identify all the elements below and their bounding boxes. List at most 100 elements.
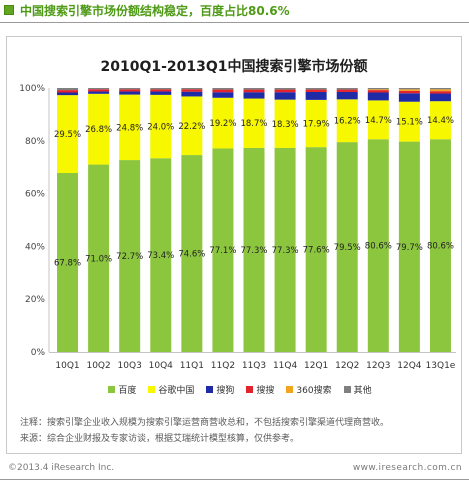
bar-segment — [336, 99, 358, 143]
y-tick-label: 100% — [19, 84, 45, 94]
chart-title: 2010Q1-2013Q1中国搜索引擎市场份额 — [100, 59, 368, 75]
x-tick-label: 10Q1 — [55, 361, 79, 371]
bar-segment — [243, 88, 265, 90]
bar-segment — [367, 89, 389, 91]
legend-label: 360搜索 — [296, 386, 332, 396]
bar-segment — [88, 88, 110, 90]
bar-segment — [274, 147, 296, 352]
bar-segment — [243, 98, 265, 148]
legend-label: 其他 — [353, 386, 372, 396]
x-tick-label: 13Q1e — [426, 361, 456, 371]
data-label: 17.9% — [303, 120, 330, 130]
bar-segment — [274, 99, 296, 148]
data-label: 15.1% — [396, 118, 423, 128]
bar-segment — [212, 148, 234, 352]
bar-segment — [305, 88, 327, 90]
legend-item: 百度 — [108, 383, 136, 396]
legend-swatch — [286, 386, 294, 393]
bar-segment — [429, 93, 451, 102]
bar-segment — [429, 101, 451, 140]
bar-segment — [429, 139, 451, 352]
legend-item: 谷歌中国 — [148, 383, 194, 396]
bar-segment — [119, 89, 141, 92]
data-label: 77.3% — [240, 246, 267, 256]
bar-segment — [181, 91, 203, 97]
stacked-bar-chart: 0% 20% 40% 60% 80% 100% 67.8% 29.5% 10Q1 71.0% 26.… — [19, 84, 456, 371]
data-label: 18.3% — [272, 120, 299, 130]
website-link[interactable]: www.iresearch.com.cn — [352, 463, 462, 473]
bar-segment — [57, 173, 79, 352]
legend-item: 其他 — [343, 383, 372, 396]
x-tick-label: 11Q2 — [211, 361, 235, 371]
bar-segment — [150, 94, 172, 159]
bar-segment — [336, 89, 358, 92]
bar-segment — [150, 89, 172, 92]
bar-segment — [88, 91, 110, 94]
bar-segment — [398, 89, 420, 91]
legend-swatch — [246, 386, 254, 393]
bar-segment — [398, 93, 420, 102]
legend-swatch — [108, 386, 116, 393]
legend-label: 谷歌中国 — [158, 386, 195, 396]
bar-segment — [181, 89, 203, 92]
legend-label: 搜狗 — [216, 386, 235, 396]
bar-segment — [212, 92, 234, 98]
x-tick-label: 12Q4 — [397, 361, 422, 371]
bar-segment — [150, 158, 172, 352]
bar-segment — [181, 96, 203, 156]
data-label: 80.6% — [427, 242, 454, 252]
bar-segment — [398, 141, 420, 352]
legend-item: 搜狗 — [206, 383, 234, 396]
y-tick-label: 80% — [25, 137, 45, 147]
bar-segment — [429, 89, 451, 92]
bar-segment — [119, 88, 141, 90]
bar-segment — [336, 88, 358, 90]
bar-segment — [336, 91, 358, 100]
footer-divider — [0, 479, 469, 480]
bar-segment — [429, 88, 451, 90]
bar-segment — [398, 88, 420, 90]
data-label: 72.7% — [116, 252, 143, 262]
chart-source: 来源：综合企业财报及专家访谈，根据艾瑞统计模型核算，仅供参考。 — [20, 434, 300, 444]
chart-note: 注释：搜索引擎企业收入规模为搜索引擎运营商营收总和，不包括搜索引擎渠道代理商营收… — [20, 418, 390, 428]
data-label: 24.8% — [116, 123, 143, 133]
bar-segment — [57, 92, 79, 96]
data-label: 77.3% — [272, 246, 299, 256]
chart-frame — [6, 36, 462, 454]
bar-segment — [367, 139, 389, 352]
bar-segment — [305, 99, 327, 148]
y-tick-label: 0% — [31, 348, 46, 358]
bar-segment — [243, 92, 265, 99]
bar-segment — [243, 89, 265, 93]
bar-segment — [367, 90, 389, 93]
x-tick-label: 10Q2 — [86, 361, 110, 371]
x-tick-label: 12Q2 — [335, 361, 359, 371]
data-label: 29.5% — [54, 130, 81, 140]
x-tick-label: 12Q3 — [366, 361, 390, 371]
bar-segment — [88, 93, 110, 165]
legend-swatch — [206, 386, 214, 393]
data-label: 71.0% — [85, 254, 112, 264]
data-label: 80.6% — [365, 242, 392, 252]
data-label: 77.1% — [209, 246, 236, 256]
data-label: 73.4% — [147, 251, 174, 261]
bar-segment — [119, 91, 141, 95]
legend-swatch — [343, 386, 351, 393]
x-tick-label: 11Q3 — [242, 361, 266, 371]
data-label: 79.7% — [396, 243, 423, 253]
bar-segment — [367, 92, 389, 101]
bar-segment — [305, 147, 327, 352]
bar-segment — [150, 91, 172, 95]
page-title: 中国搜索引擎市场份额结构稳定，百度占比80.6% — [20, 4, 290, 18]
bar-segment — [212, 88, 234, 90]
bar-segment — [212, 89, 234, 93]
copyright-text: ©2013.4 iResearch Inc. — [8, 463, 115, 473]
y-tick-label: 40% — [25, 242, 45, 252]
data-label: 67.8% — [54, 259, 81, 269]
bar-segment — [429, 91, 451, 94]
bar-segment — [88, 89, 110, 92]
bar-segment — [57, 95, 79, 174]
data-label: 19.2% — [209, 119, 236, 129]
bar-segment — [57, 88, 79, 91]
data-label: 18.7% — [240, 119, 267, 129]
